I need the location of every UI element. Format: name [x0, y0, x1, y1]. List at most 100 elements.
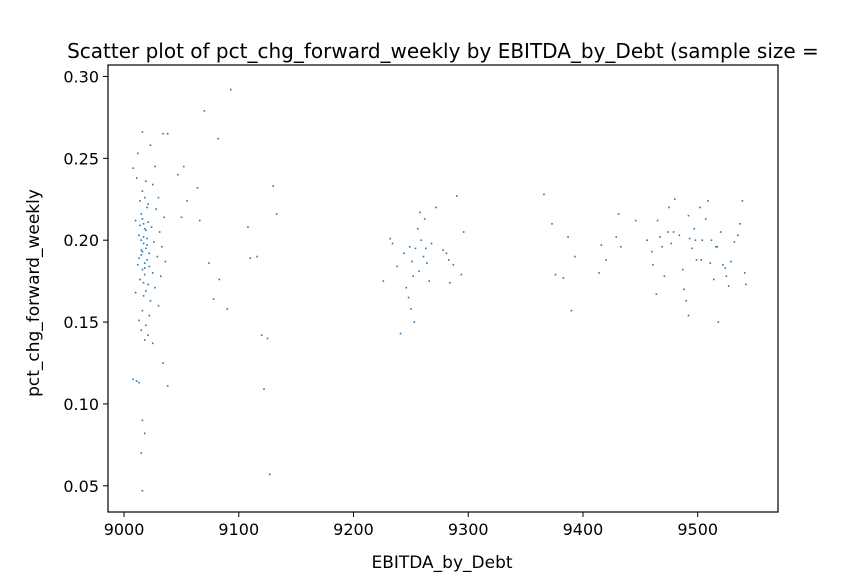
data-point [218, 278, 221, 281]
data-point [138, 234, 140, 237]
data-point [447, 259, 450, 261]
data-point [419, 211, 421, 214]
data-point [142, 242, 145, 245]
data-point [147, 203, 149, 205]
data-point [396, 265, 398, 268]
data-point [727, 285, 730, 287]
data-point [249, 257, 252, 260]
y-tick-label: 0.25 [63, 149, 99, 168]
data-point [733, 241, 736, 243]
data-point [162, 362, 164, 364]
data-point [141, 489, 144, 492]
data-point [247, 226, 249, 228]
data-point [141, 309, 144, 312]
data-point [134, 219, 137, 222]
data-point [745, 283, 747, 286]
data-point [663, 275, 666, 278]
data-point [661, 245, 663, 248]
data-point [135, 177, 138, 179]
data-point [260, 334, 263, 336]
x-tick-label: 9300 [448, 520, 489, 539]
data-point [140, 329, 143, 332]
data-point [145, 180, 147, 183]
y-tick-label: 0.05 [63, 477, 99, 496]
data-point [143, 432, 146, 435]
y-tick-label: 0.20 [63, 231, 99, 250]
data-point [151, 272, 154, 274]
data-point [140, 249, 143, 251]
data-point [149, 144, 152, 147]
data-point [411, 260, 413, 263]
data-point [159, 275, 162, 278]
data-point [146, 244, 148, 246]
data-point [407, 296, 410, 299]
data-point [543, 193, 545, 196]
data-point [146, 237, 148, 240]
data-point [672, 231, 675, 233]
chart-title: Scatter plot of pct_chg_forward_weekly b… [67, 39, 819, 63]
data-point [196, 187, 199, 189]
data-point [154, 286, 156, 289]
x-tick-label: 9000 [104, 520, 145, 539]
data-point [142, 236, 145, 238]
data-point [615, 236, 618, 238]
data-point [413, 321, 416, 323]
data-point [212, 298, 215, 300]
data-point [416, 227, 419, 230]
data-point [712, 278, 715, 281]
data-point [704, 218, 707, 220]
data-point [382, 280, 385, 282]
data-point [151, 342, 154, 345]
data-point [180, 216, 183, 219]
data-point [449, 281, 451, 284]
data-point [673, 198, 676, 201]
data-point [157, 196, 160, 199]
data-point [177, 173, 179, 176]
data-point [143, 267, 146, 269]
data-point [148, 265, 151, 268]
data-point [442, 249, 444, 251]
data-point [410, 308, 412, 310]
data-point [145, 229, 147, 232]
data-point [266, 337, 269, 340]
data-point [145, 247, 147, 250]
data-point [143, 196, 146, 199]
data-point [141, 131, 144, 133]
data-point [140, 239, 143, 241]
data-point [617, 213, 620, 215]
data-point [600, 244, 603, 246]
data-point [148, 252, 151, 255]
data-point [139, 200, 141, 202]
data-point [151, 183, 154, 186]
x-tick-label: 9400 [563, 520, 604, 539]
data-point [142, 281, 145, 284]
data-point [141, 268, 144, 271]
data-point [208, 262, 210, 264]
data-point [157, 304, 160, 307]
data-point [567, 236, 569, 238]
data-point [605, 259, 607, 261]
data-point [217, 137, 219, 140]
data-point [135, 380, 138, 382]
data-point [143, 262, 146, 264]
data-point [203, 110, 206, 112]
x-tick-label: 9100 [218, 520, 259, 539]
data-point [163, 216, 166, 219]
data-point [134, 291, 137, 294]
data-point [186, 200, 188, 202]
data-point [688, 237, 691, 240]
data-point [646, 239, 649, 241]
data-point [691, 247, 693, 250]
data-point [730, 260, 732, 263]
data-point [147, 221, 149, 223]
data-point [147, 334, 149, 336]
data-point [150, 226, 153, 228]
data-point [551, 223, 553, 225]
data-point [166, 385, 169, 387]
data-point [737, 234, 739, 237]
data-point [452, 263, 455, 266]
data-point [422, 255, 425, 258]
y-tick-label: 0.30 [63, 67, 99, 86]
data-point [256, 255, 258, 258]
